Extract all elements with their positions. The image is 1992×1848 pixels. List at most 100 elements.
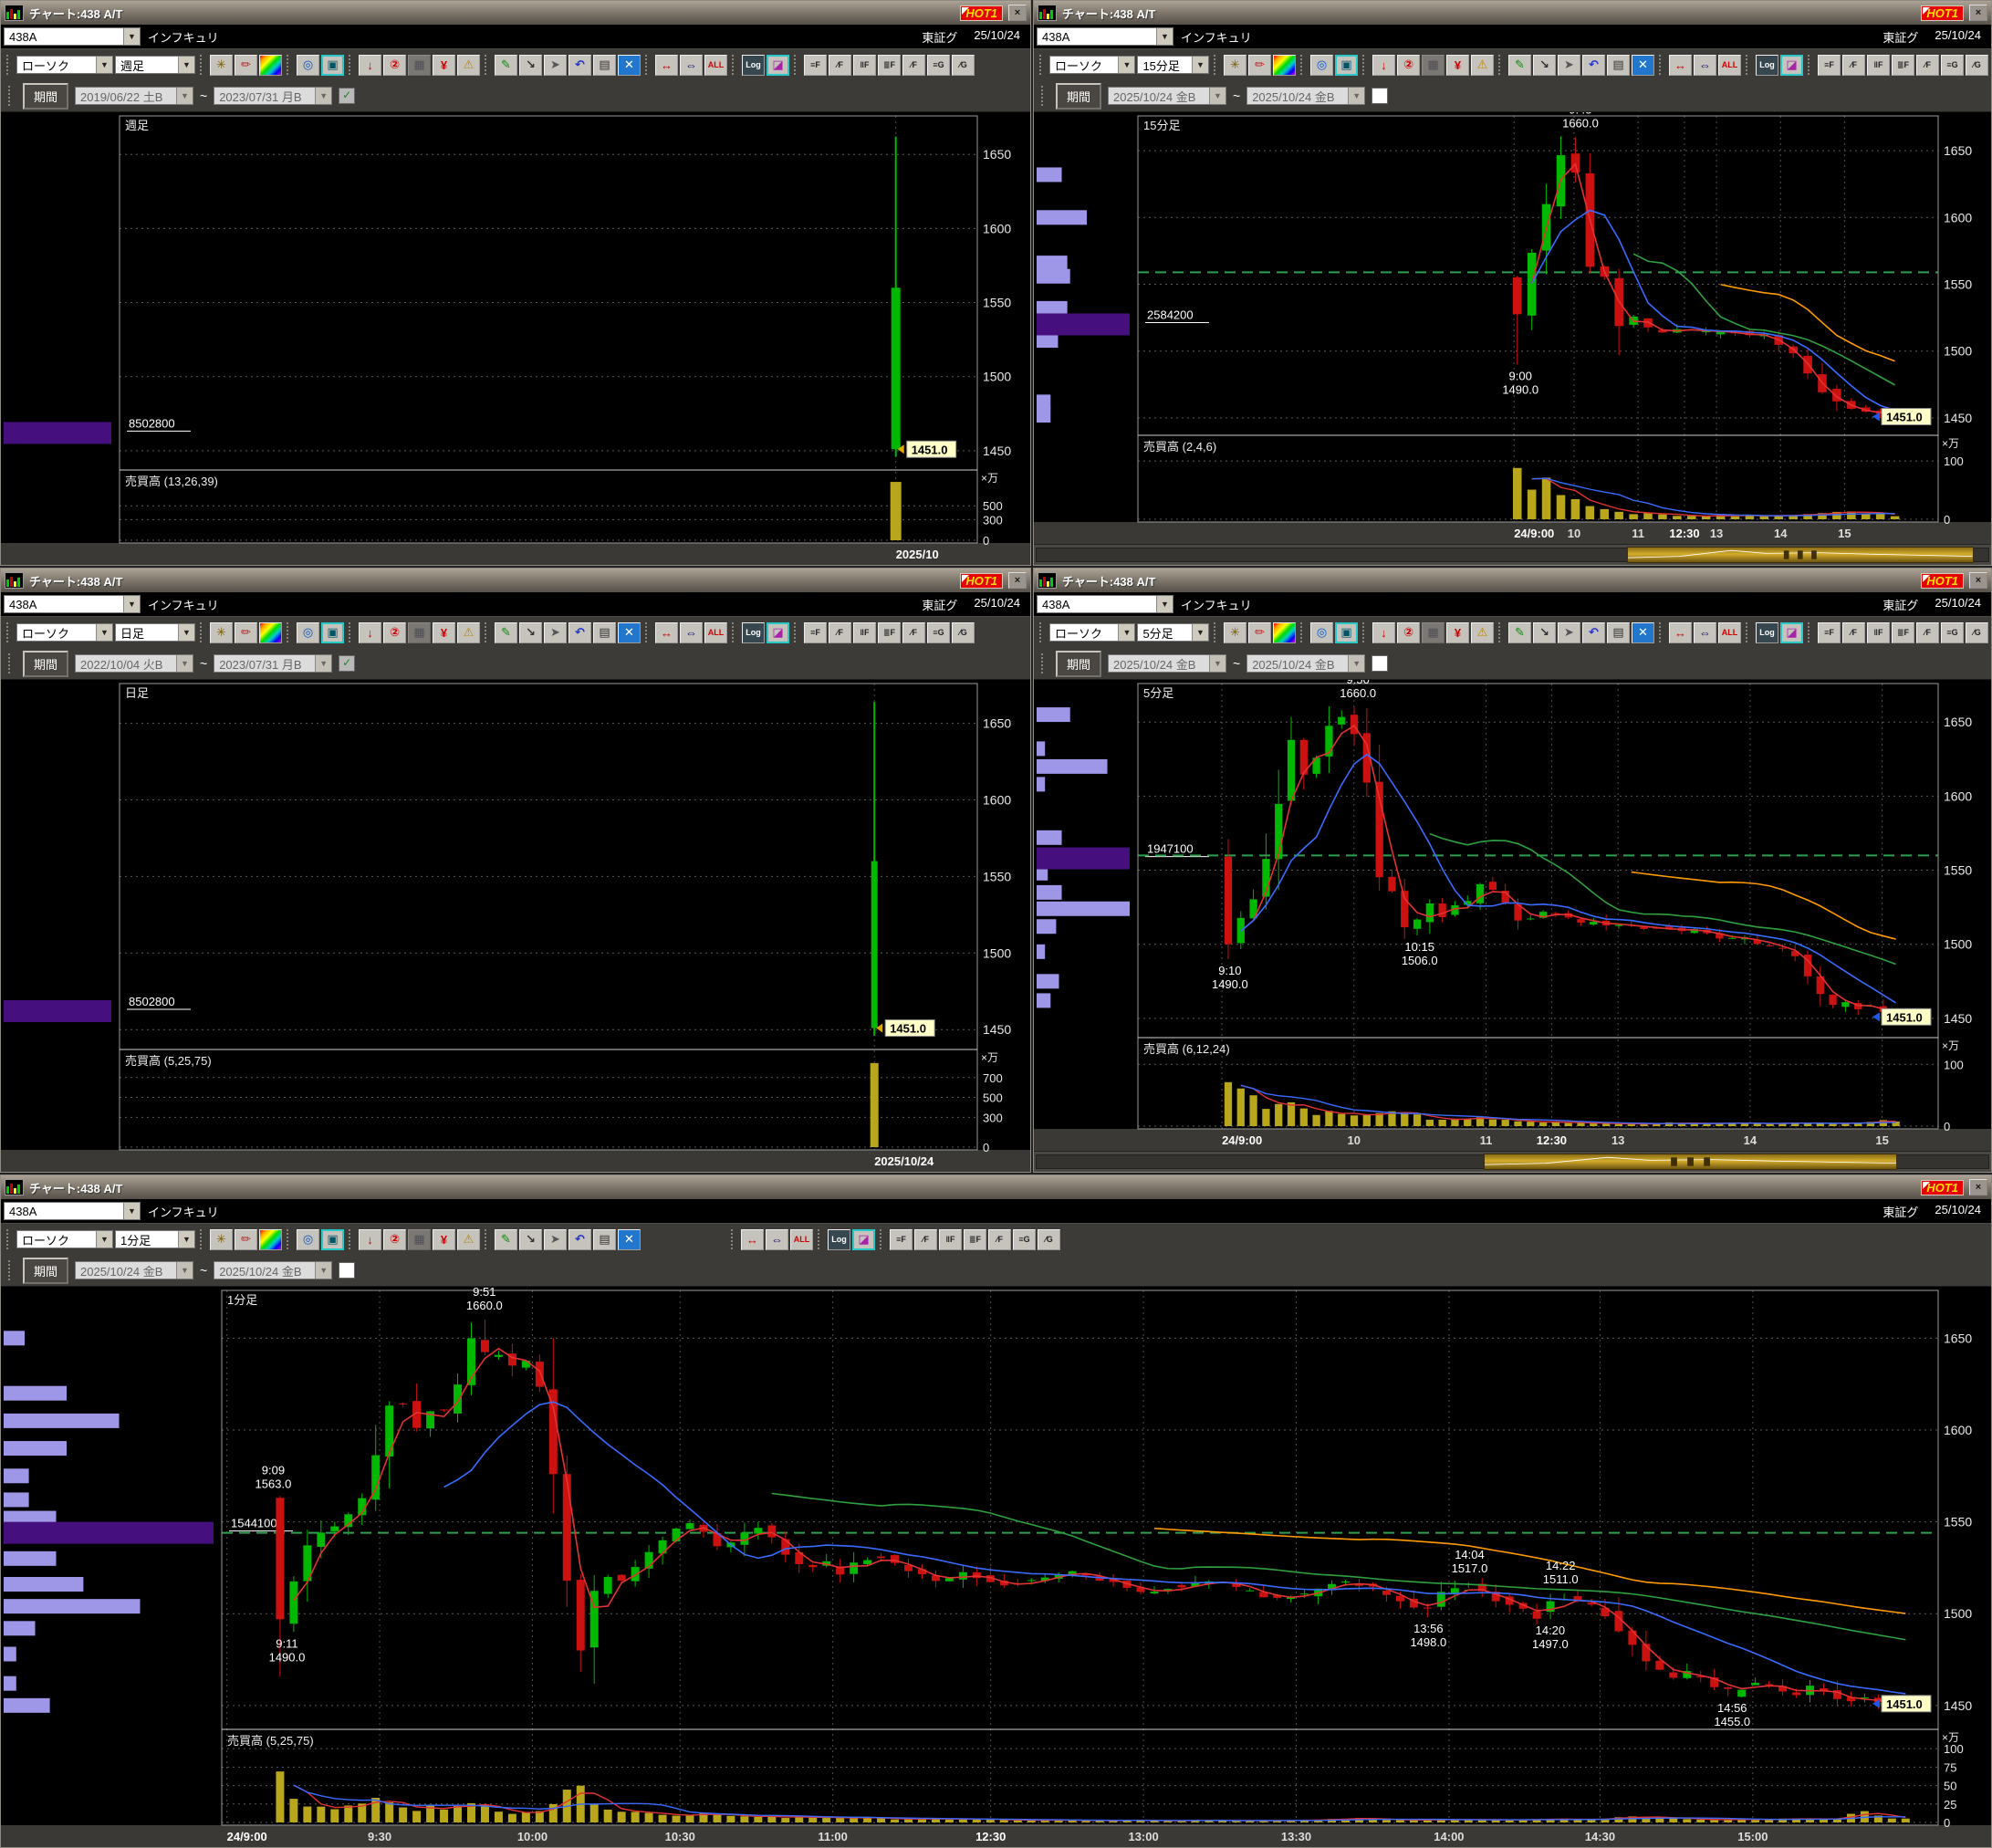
chart-canvas-m15[interactable]: 1650 1600 1550 1500 1450 100 0 ×万 2584200 9:45166… (1034, 112, 1991, 544)
date-to-combo[interactable]: 2025/10/24 金B ▼ (1246, 87, 1366, 105)
chevron-down-icon[interactable]: ▼ (176, 1262, 193, 1279)
toolbar-grip[interactable] (349, 1229, 353, 1249)
chevron-down-icon[interactable]: ▼ (178, 1231, 194, 1248)
layout-f4-icon[interactable]: ≣F (1892, 54, 1914, 76)
toolbar-grip[interactable] (1808, 55, 1812, 75)
toolbar-grip[interactable] (349, 622, 353, 642)
toolbar-grip[interactable] (1039, 55, 1044, 75)
period-checkbox[interactable] (1371, 88, 1389, 104)
log-scale-icon[interactable]: Log (742, 621, 765, 643)
log-scale-icon[interactable]: Log (742, 54, 765, 76)
window-layout-icon[interactable]: ▣ (321, 1228, 344, 1250)
pencil-icon[interactable]: ✎ (495, 1228, 517, 1250)
toolbar-grip[interactable] (287, 1229, 291, 1249)
layout-f5-icon[interactable]: ⁄F (902, 54, 925, 76)
undo-icon[interactable]: ↶ (1582, 54, 1605, 76)
pen-tool-icon[interactable]: ✏ (1248, 621, 1271, 643)
chart-type-combo[interactable]: ローソク ▼ (16, 56, 113, 74)
cursor-icon[interactable]: ➤ (544, 54, 567, 76)
chevron-down-icon[interactable]: ▼ (315, 1262, 332, 1279)
resize-icon[interactable]: ↘ (1533, 621, 1556, 643)
hot-badge[interactable]: HOT1 (1921, 572, 1964, 589)
layout-f1-icon[interactable]: ≡F (1818, 621, 1841, 643)
narrow-bars-icon[interactable]: ↔ (1669, 621, 1692, 643)
layout-g1-icon[interactable]: ≡G (1941, 54, 1964, 76)
zoom-icon[interactable]: ◎ (297, 54, 319, 76)
toolbar-grip[interactable] (1041, 86, 1046, 106)
layout-f2-icon[interactable]: ⁄F (914, 1228, 937, 1250)
no-entry-icon[interactable]: ② (383, 54, 406, 76)
layout-g2-icon[interactable]: ⁄G (1966, 54, 1988, 76)
chevron-down-icon[interactable]: ▼ (1348, 655, 1365, 672)
rainbow-icon[interactable] (1273, 54, 1296, 76)
layout-g2-icon[interactable]: ⁄G (952, 54, 975, 76)
ticker-combo[interactable]: 438A ▼ (1037, 595, 1173, 613)
net-icon[interactable]: ✳ (210, 621, 233, 643)
chart-area-m1[interactable]: 1650 1600 1550 1500 1450 100 75 50 25 0 ×万 1544100 9… (1, 1287, 1991, 1847)
download-icon[interactable]: ↓ (1372, 54, 1395, 76)
grid-icon[interactable]: ▦ (1422, 54, 1444, 76)
layout-g1-icon[interactable]: ≡G (927, 54, 950, 76)
download-icon[interactable]: ↓ (359, 621, 381, 643)
chevron-down-icon[interactable]: ▼ (1192, 57, 1208, 73)
widen-bars-icon[interactable]: ⇔ (680, 54, 703, 76)
hot-badge[interactable]: HOT1 (960, 572, 1003, 589)
hot-badge[interactable]: HOT1 (960, 5, 1003, 21)
widen-bars-icon[interactable]: ⇔ (1694, 54, 1716, 76)
date-from-combo[interactable]: 2019/06/22 土B ▼ (75, 87, 194, 105)
pencil-icon[interactable]: ✎ (1508, 54, 1531, 76)
log-scale-icon[interactable]: Log (828, 1228, 850, 1250)
pencil-icon[interactable]: ✎ (1508, 621, 1531, 643)
toolbar-grip[interactable] (645, 622, 650, 642)
layout-f5-icon[interactable]: ⁄F (1916, 54, 1939, 76)
yen-icon[interactable]: ¥ (433, 54, 455, 76)
all-icon[interactable]: ALL (790, 1228, 813, 1250)
layout-f5-icon[interactable]: ⁄F (988, 1228, 1011, 1250)
rainbow-icon[interactable] (1273, 621, 1296, 643)
window-layout-icon[interactable]: ▣ (321, 54, 344, 76)
layout-f2-icon[interactable]: ⁄F (1842, 54, 1865, 76)
period-button[interactable]: 期間 (1056, 82, 1102, 110)
resize-icon[interactable]: ↘ (1533, 54, 1556, 76)
chart-style-icon[interactable]: ◪ (1780, 621, 1803, 643)
toolbar-grip[interactable] (1659, 55, 1663, 75)
layout-f1-icon[interactable]: ≡F (1818, 54, 1841, 76)
grid-icon[interactable]: ▦ (408, 54, 431, 76)
widen-bars-icon[interactable]: ⇔ (1694, 621, 1716, 643)
layout-f5-icon[interactable]: ⁄F (902, 621, 925, 643)
chevron-down-icon[interactable]: ▼ (123, 596, 140, 612)
pen-tool-icon[interactable]: ✏ (235, 54, 257, 76)
title-bar[interactable]: チャート:438 A/T HOT1 × (1034, 1, 1991, 25)
pen-tool-icon[interactable]: ✏ (235, 1228, 257, 1250)
chevron-down-icon[interactable]: ▼ (96, 1231, 112, 1248)
toolbar-grip[interactable] (485, 55, 489, 75)
chevron-down-icon[interactable]: ▼ (178, 57, 194, 73)
chart-style-icon[interactable]: ◪ (852, 1228, 875, 1250)
hot-badge[interactable]: HOT1 (1921, 1179, 1964, 1195)
rainbow-icon[interactable] (259, 1228, 282, 1250)
chart-area-m15[interactable]: 1650 1600 1550 1500 1450 100 0 ×万 2584200 9:45166… (1034, 112, 1991, 544)
toolbar-grip[interactable] (6, 55, 11, 75)
hot-badge[interactable]: HOT1 (1921, 5, 1964, 21)
net-icon[interactable]: ✳ (1224, 54, 1246, 76)
layout-f3-icon[interactable]: ‖F (939, 1228, 962, 1250)
layout-f3-icon[interactable]: ‖F (1867, 621, 1890, 643)
toolbar-grip[interactable] (200, 55, 204, 75)
h-scrollbar[interactable] (1034, 544, 1991, 565)
chart-style-icon[interactable]: ◪ (767, 621, 789, 643)
chart-style-icon[interactable]: ◪ (1780, 54, 1803, 76)
layout-f5-icon[interactable]: ⁄F (1916, 621, 1939, 643)
toolbar-grip[interactable] (6, 1229, 11, 1249)
toolbar-grip[interactable] (287, 55, 291, 75)
pen-tool-icon[interactable]: ✏ (235, 621, 257, 643)
layout-f4-icon[interactable]: ≣F (1892, 621, 1914, 643)
chart-type-combo[interactable]: ローソク ▼ (16, 1230, 113, 1248)
undo-icon[interactable]: ↶ (568, 54, 591, 76)
layout-f3-icon[interactable]: ‖F (853, 54, 876, 76)
window-layout-icon[interactable]: ▣ (1335, 621, 1358, 643)
cursor-icon[interactable]: ➤ (544, 1228, 567, 1250)
document-icon[interactable]: ▤ (1607, 54, 1630, 76)
toolbar-grip[interactable] (1746, 55, 1750, 75)
resize-icon[interactable]: ↘ (519, 54, 542, 76)
toolbar-grip[interactable] (349, 55, 353, 75)
